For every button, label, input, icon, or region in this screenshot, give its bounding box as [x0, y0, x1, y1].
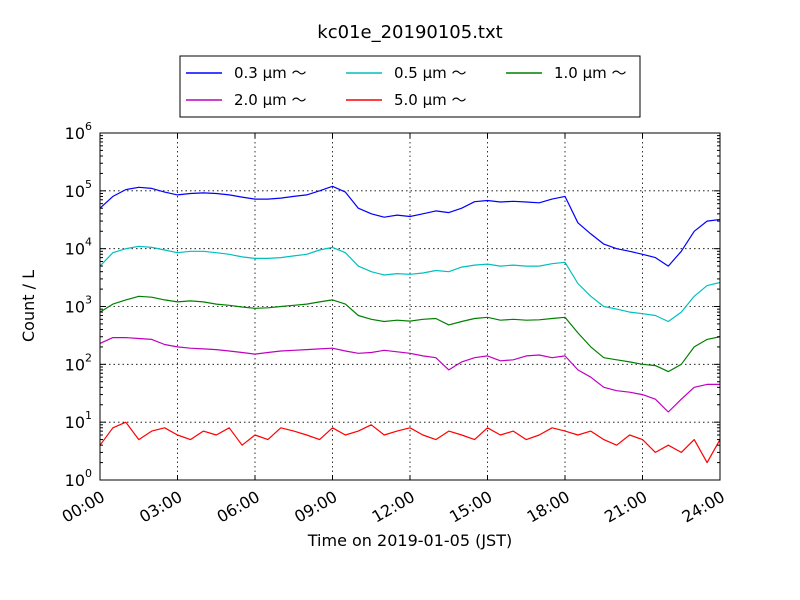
legend-label: 0.3 μm ～	[234, 64, 307, 82]
y-tick-base: 10	[65, 298, 85, 317]
legend-label: 5.0 μm ～	[394, 91, 467, 109]
y-tick-exponent: 1	[85, 409, 92, 422]
y-tick-label: 105	[65, 178, 92, 201]
series-line-2	[100, 295, 720, 373]
y-tick-base: 10	[65, 355, 85, 374]
series-line-4	[100, 421, 720, 464]
y-tick-label: 104	[65, 236, 92, 259]
y-tick-label: 103	[65, 294, 92, 317]
y-tick-base: 10	[65, 413, 85, 432]
y-tick-base: 10	[65, 124, 85, 143]
series-line-0	[100, 185, 720, 267]
series-line-1	[100, 245, 720, 323]
legend-label: 0.5 μm ～	[394, 64, 467, 82]
grid	[100, 133, 720, 480]
series-line-3	[100, 337, 720, 413]
y-tick-label: 100	[65, 467, 92, 490]
legend-label: 1.0 μm ～	[554, 64, 627, 82]
y-tick-exponent: 3	[85, 294, 92, 307]
y-tick-label: 101	[65, 409, 92, 432]
y-tick-exponent: 2	[85, 351, 92, 364]
y-tick-label: 106	[65, 120, 92, 143]
x-axis-label: Time on 2019-01-05 (JST)	[307, 531, 512, 550]
y-tick-exponent: 0	[85, 467, 92, 480]
legend: 0.3 μm ～ 0.5 μm ～ 1.0 μm ～ 2.0 μm ～ 5.0 μm ～	[179, 55, 641, 118]
y-tick-base: 10	[65, 182, 85, 201]
legend-label: 2.0 μm ～	[234, 91, 307, 109]
y-tick-exponent: 4	[85, 236, 92, 249]
ticks	[99, 132, 721, 481]
y-tick-exponent: 6	[85, 120, 92, 133]
y-tick-label: 102	[65, 351, 92, 374]
y-tick-base: 10	[65, 240, 85, 259]
series-layer	[100, 185, 720, 464]
y-axis-label: Count / L	[19, 270, 38, 342]
y-tick-base: 10	[65, 471, 85, 490]
legend-box	[179, 55, 641, 118]
chart-title: kc01e_20190105.txt	[317, 22, 502, 43]
y-tick-exponent: 5	[85, 178, 92, 191]
